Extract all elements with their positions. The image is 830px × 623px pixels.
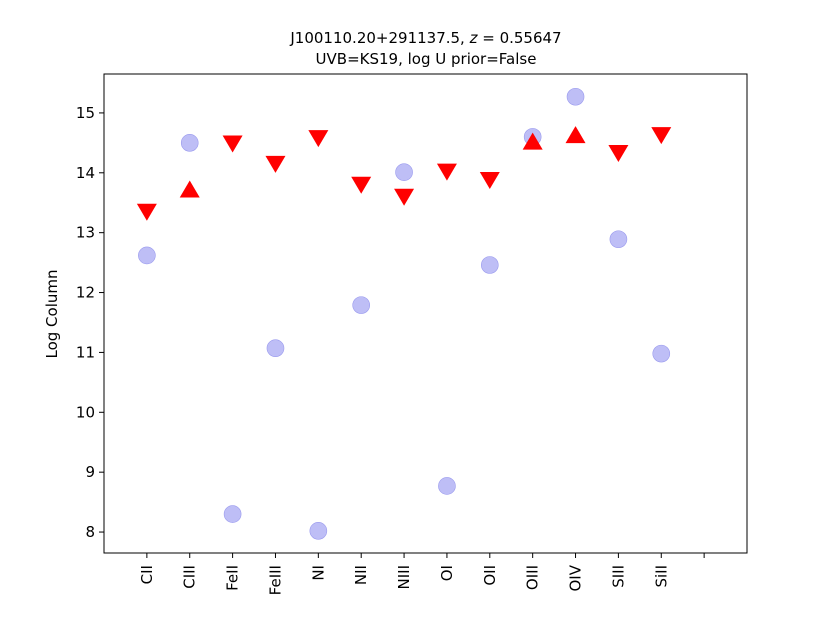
chart-title-z: z xyxy=(469,29,479,47)
x-tick-label: NIII xyxy=(395,565,413,590)
down-triangle-point-FeII xyxy=(222,135,243,153)
x-tick-label: NI xyxy=(309,565,327,581)
up-triangle-point-CIII xyxy=(179,180,200,198)
x-axis-ticks: CII CIII FeII FeIII NI NII NIII OI OII OIII OIV SII… xyxy=(138,553,705,595)
y-axis-ticks: 8 9 10 11 12 13 14 15 xyxy=(76,104,104,541)
down-triangle-point-NII xyxy=(351,176,372,194)
down-triangle-point-CII xyxy=(136,203,157,221)
circle-point-SIII xyxy=(609,230,628,249)
y-tick-label: 12 xyxy=(76,284,95,302)
up-triangle-point-OIII xyxy=(522,132,543,150)
circle-point-OIV xyxy=(566,87,585,106)
down-triangle-point-NI xyxy=(308,130,329,148)
y-tick-label: 15 xyxy=(76,104,95,122)
circle-point-NIII xyxy=(395,163,413,181)
down-triangle-point-OII xyxy=(479,171,500,189)
y-tick-label: 10 xyxy=(76,403,95,421)
down-triangle-point-SIII xyxy=(608,145,629,163)
down-triangle-point-FeIII xyxy=(265,155,286,173)
y-tick-label: 11 xyxy=(76,343,95,361)
circle-point-CII xyxy=(138,246,156,265)
down-triangle-point-SiII xyxy=(651,127,672,145)
x-tick-label: OIV xyxy=(567,564,585,591)
x-tick-label: FeII xyxy=(224,565,242,591)
x-tick-label: OIII xyxy=(524,565,542,590)
y-tick-label: 8 xyxy=(85,523,95,541)
y-axis-label: Log Column xyxy=(43,269,61,358)
down-triangle-point-NIII xyxy=(394,188,415,206)
circle-point-FeIII xyxy=(266,339,285,358)
x-tick-label: SIII xyxy=(609,565,627,588)
circle-point-OII xyxy=(480,256,499,274)
plot-frame xyxy=(103,73,748,554)
x-tick-label: SiII xyxy=(652,565,670,588)
chart-title-suffix: = 0.55647 xyxy=(477,29,561,47)
y-tick-label: 9 xyxy=(85,463,95,481)
chart-title-prefix: J100110.20+291137.5, xyxy=(289,29,469,47)
circle-point-NII xyxy=(352,296,371,314)
x-tick-label: NII xyxy=(352,565,370,585)
y-tick-label: 14 xyxy=(76,164,95,182)
chart-title-line1: J100110.20+291137.5, z = 0.55647 xyxy=(289,29,561,47)
x-tick-label: CII xyxy=(138,565,156,584)
circle-point-FeII xyxy=(223,505,242,523)
chart-title-line2: UVB=KS19, log U prior=False xyxy=(316,50,537,68)
circle-point-SiII xyxy=(652,344,671,363)
circle-point-OI xyxy=(438,477,456,495)
x-tick-label: OI xyxy=(438,565,456,581)
data-marks xyxy=(136,87,672,540)
x-tick-label: OII xyxy=(481,565,499,586)
circle-point-CIII xyxy=(180,134,199,152)
up-triangle-point-OIV xyxy=(565,126,586,144)
circle-point-NI xyxy=(309,522,328,540)
x-tick-label: FeIII xyxy=(266,565,284,595)
down-triangle-point-OI xyxy=(436,163,457,181)
x-tick-label: CIII xyxy=(181,565,199,589)
y-tick-label: 13 xyxy=(76,224,95,242)
